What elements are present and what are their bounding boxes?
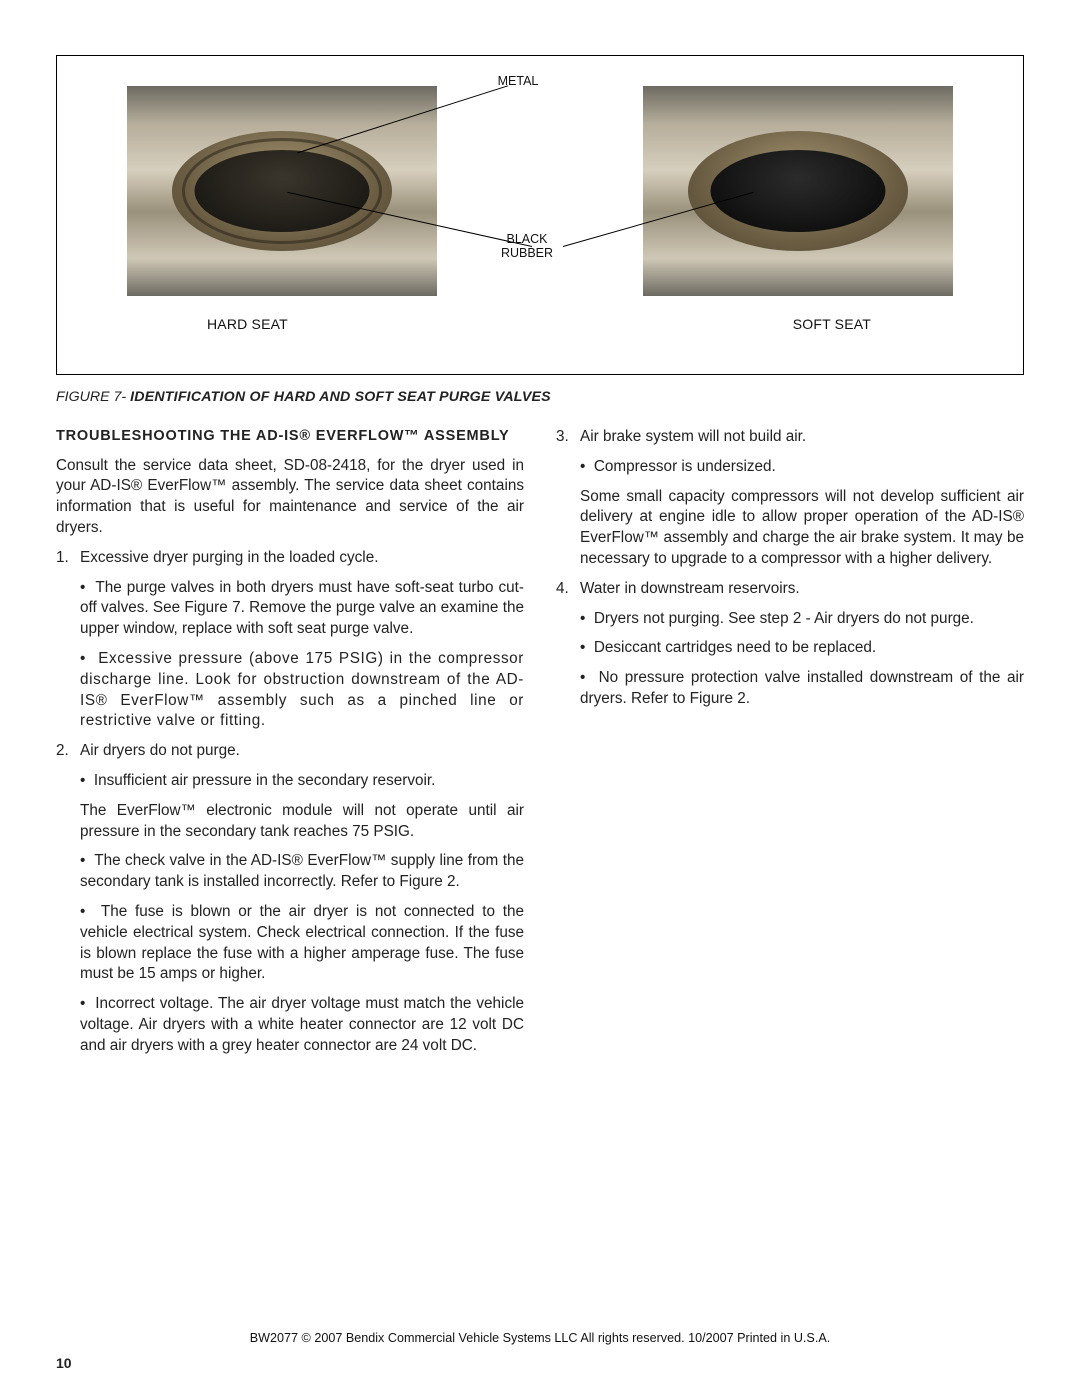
item-2-number: 2. (56, 741, 69, 762)
item-1-number: 1. (56, 548, 69, 569)
figure-7-caption-prefix: FIGURE 7- (56, 389, 130, 405)
page-number: 10 (56, 1355, 72, 1371)
item-1-bullet-1: The purge valves in both dryers must hav… (80, 578, 524, 640)
item-4-bullet-1: Dryers not purging. See step 2 - Air dry… (580, 609, 1024, 630)
annotation-black-rubber: BLACK RUBBER (487, 232, 567, 261)
item-4: 4. Water in downstream reservoirs. Dryer… (556, 579, 1024, 710)
content-columns: TROUBLESHOOTING THE AD-IS® EVERFLOW™ ASS… (56, 427, 1024, 1065)
footer-copyright: BW2077 © 2007 Bendix Commercial Vehicle … (0, 1331, 1080, 1345)
item-4-bullet-2: Desiccant cartridges need to be replaced… (580, 638, 1024, 659)
item-1-lead: Excessive dryer purging in the loaded cy… (80, 549, 378, 566)
item-3-number: 3. (556, 427, 569, 448)
photo-hard-seat (127, 86, 437, 296)
photo-soft-seat (643, 86, 953, 296)
figure-7-caption-title: IDENTIFICATION OF HARD AND SOFT SEAT PUR… (130, 389, 551, 405)
intro-paragraph: Consult the service data sheet, SD-08-24… (56, 456, 524, 539)
item-1-bullet-2: Excessive pressure (above 175 PSIG) in t… (80, 649, 524, 732)
section-heading: TROUBLESHOOTING THE AD-IS® EVERFLOW™ ASS… (56, 427, 524, 447)
right-column: 3. Air brake system will not build air. … (556, 427, 1024, 1065)
page: METAL BLACK RUBBER HARD SEAT SOFT SEAT (0, 0, 1080, 1397)
annotation-metal: METAL (483, 74, 553, 88)
item-3-bullet-1: Compressor is undersized. (580, 457, 1024, 478)
item-2: 2. Air dryers do not purge. Insufficient… (56, 741, 524, 1056)
troubleshoot-list-right: 3. Air brake system will not build air. … (556, 427, 1024, 710)
troubleshoot-list-left: 1. Excessive dryer purging in the loaded… (56, 548, 524, 1057)
label-soft-seat: SOFT SEAT (793, 316, 871, 332)
item-2-lead: Air dryers do not purge. (80, 742, 240, 759)
item-2-bullet-4: Incorrect voltage. The air dryer voltage… (80, 994, 524, 1056)
item-3-lead: Air brake system will not build air. (580, 428, 806, 445)
item-2-bullet-2: The check valve in the AD-IS® EverFlow™ … (80, 851, 524, 893)
figure-7-caption: FIGURE 7- IDENTIFICATION OF HARD AND SOF… (56, 389, 1024, 405)
item-3-para-1: Some small capacity compressors will not… (580, 487, 1024, 570)
label-hard-seat: HARD SEAT (207, 316, 288, 332)
item-4-number: 4. (556, 579, 569, 600)
item-4-lead: Water in downstream reservoirs. (580, 580, 800, 597)
item-1: 1. Excessive dryer purging in the loaded… (56, 548, 524, 732)
item-3: 3. Air brake system will not build air. … (556, 427, 1024, 570)
figure-7-inner: METAL BLACK RUBBER HARD SEAT SOFT SEAT (87, 74, 993, 354)
item-2-bullet-1: Insufficient air pressure in the seconda… (80, 771, 524, 792)
item-4-bullet-3: No pressure protection valve installed d… (580, 668, 1024, 710)
left-column: TROUBLESHOOTING THE AD-IS® EVERFLOW™ ASS… (56, 427, 524, 1065)
hard-seat-core (195, 150, 370, 232)
item-2-para-1: The EverFlow™ electronic module will not… (80, 801, 524, 843)
figure-7-box: METAL BLACK RUBBER HARD SEAT SOFT SEAT (56, 55, 1024, 375)
item-2-bullet-3: The fuse is blown or the air dryer is no… (80, 902, 524, 985)
soft-seat-rubber-core (711, 150, 886, 232)
